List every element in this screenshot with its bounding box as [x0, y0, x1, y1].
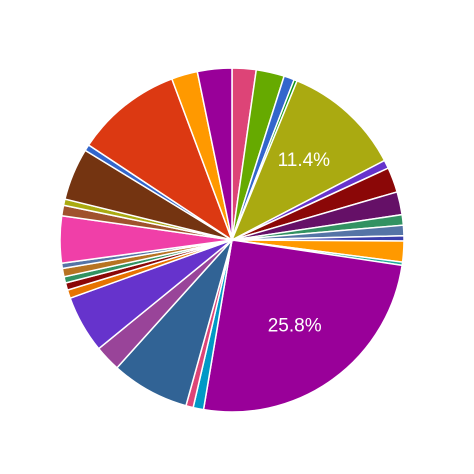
pie-slice — [87, 77, 234, 242]
slice-label: 11.4% — [278, 150, 331, 171]
pie-slice — [202, 239, 403, 413]
pie-slice — [196, 67, 233, 241]
pie-slice — [230, 79, 386, 242]
slice-label: 25.8% — [268, 315, 322, 336]
